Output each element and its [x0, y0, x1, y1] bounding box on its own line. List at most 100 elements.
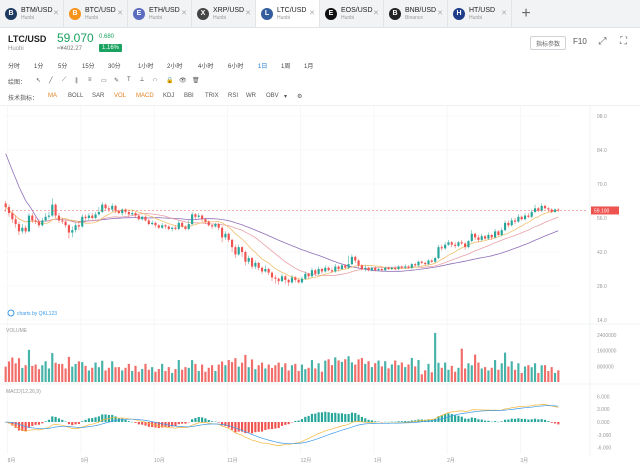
volume-bar [394, 360, 397, 382]
magnet-icon[interactable]: ∩ [153, 77, 158, 83]
tab-btm-usd[interactable]: B BTM/USD Huobi ✕ [0, 0, 64, 27]
close-icon[interactable]: ✕ [53, 10, 59, 17]
close-icon[interactable]: ✕ [117, 10, 123, 17]
indicator-settings-button[interactable]: 指标参数 [530, 36, 566, 50]
timeframe-8[interactable]: 6小时 [228, 64, 244, 70]
candle-body [337, 266, 340, 269]
candle-body [114, 205, 117, 211]
tab-ltc-usd[interactable]: L LTC/USD Huobi ✕ [256, 0, 320, 27]
parallel-icon[interactable]: ∥ [75, 78, 78, 84]
macd-tick-label: -3.000 [597, 433, 611, 439]
indicator-label: 技术指标： [8, 96, 39, 102]
ruler-icon[interactable]: ⟂ [140, 77, 145, 83]
candle-body [517, 216, 520, 222]
macd-histogram-bar [54, 416, 57, 422]
volume-bar [364, 363, 367, 382]
timeframe-5[interactable]: 1小时 [138, 64, 154, 70]
gear-icon[interactable]: ⚙ [297, 94, 303, 100]
volume-bar [41, 365, 44, 382]
candle-body [444, 244, 447, 249]
close-icon[interactable]: ✕ [245, 10, 251, 17]
candle-body [154, 222, 157, 226]
eye-icon[interactable]: 👁 [179, 78, 187, 84]
candle-body [17, 224, 21, 232]
volume-bar [284, 363, 287, 382]
candlestick-chart[interactable]: 98.0 84.0 70.0 56.0 42.0 28.0 14.0 8月 9月 10月 11月 12… [0, 106, 640, 466]
candle-body [74, 225, 77, 231]
volume-bar [157, 369, 160, 382]
candle-body [260, 267, 264, 272]
ma-short-line [5, 206, 559, 280]
indicator-kdj[interactable]: KDJ [163, 93, 175, 99]
price-tick-label: 84.0 [597, 148, 607, 154]
close-icon[interactable]: ✕ [373, 10, 379, 17]
volume-bar [497, 369, 500, 382]
tab-eth-usd[interactable]: E ETH/USD Huobi ✕ [128, 0, 192, 27]
fullscreen-icon[interactable]: ⛶ [620, 36, 627, 47]
indicator-vol[interactable]: VOL [114, 93, 127, 99]
macd-histogram-bar [94, 417, 97, 422]
macd-histogram-bar [257, 422, 260, 432]
candle-body [54, 204, 57, 216]
timeframe-10[interactable]: 1周 [281, 64, 291, 70]
timeframe-9[interactable]: 1日 [258, 64, 268, 70]
volume-bar [257, 365, 260, 382]
macd-histogram-bar [427, 419, 430, 422]
candle-body [127, 211, 130, 215]
timeframe-11[interactable]: 1月 [304, 64, 314, 70]
timeframe-6[interactable]: 2小时 [167, 64, 183, 70]
indicator-sar[interactable]: SAR [92, 93, 105, 99]
close-icon[interactable]: ✕ [501, 10, 507, 17]
tab-eos-usd[interactable]: E EOS/USD Huobi ✕ [320, 0, 384, 27]
indicator-bbi[interactable]: BBI [184, 93, 194, 99]
timeframe-3[interactable]: 15分 [82, 64, 95, 70]
volume-bar [440, 367, 443, 382]
macd-histogram-bar [400, 421, 403, 422]
indicator-trix[interactable]: TRIX [205, 93, 219, 99]
lock-icon[interactable]: 🔒 [166, 78, 174, 84]
brush-icon[interactable]: ✎ [114, 78, 120, 84]
time-tick-label: 10月 [154, 458, 165, 464]
macd-histogram-bar [327, 412, 330, 422]
macd-histogram-bar [330, 413, 334, 422]
volume-bar [11, 357, 14, 382]
line-icon[interactable]: ╱ [49, 78, 53, 84]
close-icon[interactable]: ✕ [437, 10, 443, 17]
chevron-down-icon[interactable]: ▾ [284, 94, 288, 100]
candle-body [204, 219, 207, 222]
timeframe-4[interactable]: 30分 [108, 64, 121, 70]
indicator-wr[interactable]: WR [246, 93, 256, 99]
close-icon[interactable]: ✕ [181, 10, 187, 17]
expand-icon[interactable]: ⤢ [598, 36, 607, 47]
tab-btc-usd[interactable]: B BTC/USD Huobi ✕ [64, 0, 128, 27]
time-tick-label: 3月 [520, 458, 528, 464]
volume-bar [197, 371, 200, 382]
indicator-obv[interactable]: OBV [266, 93, 279, 99]
close-icon[interactable]: ✕ [309, 10, 315, 17]
tab-xrp-usd[interactable]: X XRP/USD Huobi ✕ [192, 0, 256, 27]
indicator-ma[interactable]: MA [48, 93, 57, 99]
volume-bar [344, 359, 347, 382]
ray-icon[interactable]: ⟋ [62, 77, 67, 83]
indicator-rsi[interactable]: RSI [228, 93, 239, 99]
cursor-icon[interactable]: ↖ [36, 78, 42, 84]
volume-bar [390, 364, 393, 382]
volume-bar [97, 367, 100, 382]
trash-icon[interactable]: 🗑 [192, 78, 200, 84]
add-tab-button[interactable]: + [521, 4, 531, 22]
tab-ht-usd[interactable]: H HT/USD Huobi ✕ [448, 0, 512, 27]
tab-bnb-usd[interactable]: B BNB/USD Binance ✕ [384, 0, 448, 27]
timeframe-2[interactable]: 5分 [58, 64, 68, 70]
indicator-boll[interactable]: BOLL [68, 93, 84, 99]
candle-body [437, 247, 440, 259]
indicator-macd[interactable]: MACD [136, 93, 154, 99]
ltc-coin-icon: L [261, 7, 273, 20]
timeframe-0[interactable]: 分时 [8, 64, 21, 70]
timeframe-1[interactable]: 1分 [34, 64, 44, 70]
timeframe-7[interactable]: 4小时 [198, 64, 214, 70]
fib-icon[interactable]: ≡ [88, 77, 92, 83]
text-icon[interactable]: T [127, 77, 131, 83]
candle-body [181, 222, 184, 227]
f10-button[interactable]: F10 [573, 37, 587, 46]
rect-icon[interactable]: ▭ [101, 78, 107, 84]
